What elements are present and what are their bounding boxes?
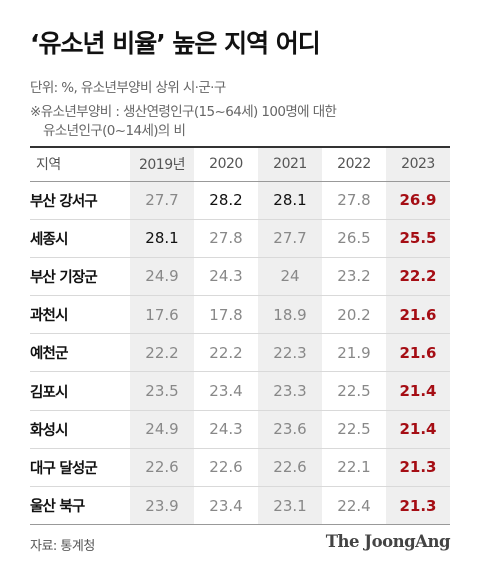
value-cell: 24.3 xyxy=(194,257,258,297)
value-cell: 22.2 xyxy=(386,257,450,297)
header-year-2020: 2020 xyxy=(194,146,258,182)
table-row: 과천시 17.6 17.8 18.9 20.2 21.6 xyxy=(30,295,450,335)
value-cell: 20.2 xyxy=(322,295,386,335)
value-cell: 21.4 xyxy=(386,371,450,411)
value-cell: 28.1 xyxy=(130,219,194,258)
header-year-2019: 2019년 xyxy=(130,146,194,182)
value-cell: 26.5 xyxy=(322,219,386,258)
value-cell: 27.7 xyxy=(130,181,194,220)
table-row: 울산 북구 23.9 23.4 23.1 22.4 21.3 xyxy=(30,486,450,526)
table-row: 대구 달성군 22.6 22.6 22.6 22.1 21.3 xyxy=(30,448,450,488)
value-cell: 21.3 xyxy=(386,486,450,526)
value-cell: 23.3 xyxy=(258,371,322,411)
value-cell: 23.9 xyxy=(130,486,194,526)
value-cell: 22.4 xyxy=(322,486,386,526)
value-cell: 21.6 xyxy=(386,295,450,335)
header-region: 지역 xyxy=(30,146,130,182)
value-cell: 24 xyxy=(258,257,322,297)
value-cell: 22.2 xyxy=(194,333,258,373)
value-cell: 21.3 xyxy=(386,448,450,488)
value-cell: 24.3 xyxy=(194,410,258,449)
table-row: 화성시 24.9 24.3 23.6 22.5 21.4 xyxy=(30,410,450,449)
region-cell: 예천군 xyxy=(30,333,130,373)
value-cell: 24.9 xyxy=(130,257,194,297)
definition-note-line2: 유소년인구(0~14세)의 비 xyxy=(43,123,186,139)
data-table: 지역 2019년 2020 2021 2022 2023 부산 강서구 27.7 2… xyxy=(30,146,450,526)
value-cell: 23.5 xyxy=(130,371,194,411)
source-note: 자료: 통계청 xyxy=(30,539,95,554)
table-row: 부산 기장군 24.9 24.3 24 23.2 22.2 xyxy=(30,257,450,297)
value-cell: 18.9 xyxy=(258,295,322,335)
chart-title: ‘유소년 비율’ 높은 지역 어디 xyxy=(30,29,321,58)
publisher-logo: The JoongAng xyxy=(325,532,451,551)
region-cell: 화성시 xyxy=(30,410,130,449)
value-cell: 22.6 xyxy=(258,448,322,488)
value-cell: 27.8 xyxy=(194,219,258,258)
table-body: 부산 강서구 27.7 28.2 28.1 27.8 26.9 세종시 28.1 27.8 27.… xyxy=(30,181,450,526)
region-cell: 김포시 xyxy=(30,371,130,411)
value-cell: 22.3 xyxy=(258,333,322,373)
value-cell: 22.2 xyxy=(130,333,194,373)
value-cell: 23.2 xyxy=(322,257,386,297)
value-cell: 28.1 xyxy=(258,181,322,220)
value-cell: 22.5 xyxy=(322,410,386,449)
table-row: 예천군 22.2 22.2 22.3 21.9 21.6 xyxy=(30,333,450,373)
value-cell: 21.9 xyxy=(322,333,386,373)
value-cell: 23.1 xyxy=(258,486,322,526)
region-cell: 세종시 xyxy=(30,219,130,258)
table-row: 김포시 23.5 23.4 23.3 22.5 21.4 xyxy=(30,371,450,411)
header-year-2023: 2023 xyxy=(386,146,450,182)
header-year-2022: 2022 xyxy=(322,146,386,182)
value-cell: 17.8 xyxy=(194,295,258,335)
value-cell: 17.6 xyxy=(130,295,194,335)
value-cell: 25.5 xyxy=(386,219,450,258)
value-cell: 28.2 xyxy=(194,181,258,220)
value-cell: 26.9 xyxy=(386,181,450,220)
header-year-2021: 2021 xyxy=(258,146,322,182)
region-cell: 부산 기장군 xyxy=(30,257,130,297)
value-cell: 24.9 xyxy=(130,410,194,449)
header-row: 지역 2019년 2020 2021 2022 2023 xyxy=(30,146,450,182)
table-row: 부산 강서구 27.7 28.2 28.1 27.8 26.9 xyxy=(30,181,450,220)
value-cell: 22.6 xyxy=(130,448,194,488)
value-cell: 22.5 xyxy=(322,371,386,411)
definition-note-line1: ※유소년부양비 : 생산연령인구(15~64세) 100명에 대한 xyxy=(30,104,337,120)
region-cell: 과천시 xyxy=(30,295,130,335)
table-row: 세종시 28.1 27.8 27.7 26.5 25.5 xyxy=(30,219,450,258)
value-cell: 22.6 xyxy=(194,448,258,488)
value-cell: 21.6 xyxy=(386,333,450,373)
value-cell: 22.1 xyxy=(322,448,386,488)
region-cell: 부산 강서구 xyxy=(30,181,130,220)
value-cell: 23.4 xyxy=(194,486,258,526)
unit-note: 단위: %, 유소년부양비 상위 시·군·구 xyxy=(30,80,226,96)
value-cell: 23.6 xyxy=(258,410,322,449)
value-cell: 27.7 xyxy=(258,219,322,258)
region-cell: 울산 북구 xyxy=(30,486,130,526)
value-cell: 27.8 xyxy=(322,181,386,220)
value-cell: 23.4 xyxy=(194,371,258,411)
value-cell: 21.4 xyxy=(386,410,450,449)
region-cell: 대구 달성군 xyxy=(30,448,130,488)
